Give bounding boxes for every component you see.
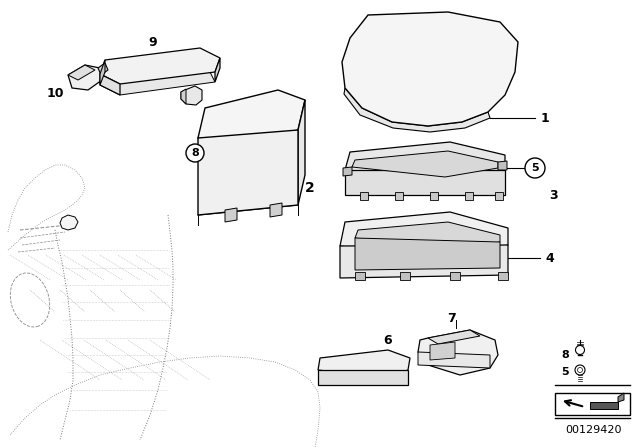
Polygon shape [498, 272, 508, 280]
Text: 8: 8 [191, 148, 199, 158]
Polygon shape [342, 12, 518, 126]
Text: 10: 10 [46, 86, 64, 99]
Circle shape [525, 158, 545, 178]
Polygon shape [340, 245, 508, 278]
Polygon shape [68, 65, 95, 80]
Circle shape [577, 367, 582, 372]
Polygon shape [450, 272, 460, 280]
Polygon shape [100, 48, 220, 84]
Polygon shape [340, 212, 508, 260]
Text: 9: 9 [148, 35, 157, 48]
Polygon shape [355, 238, 500, 270]
Text: 3: 3 [550, 189, 558, 202]
Text: 5: 5 [561, 367, 569, 377]
Polygon shape [100, 60, 105, 85]
Polygon shape [590, 402, 618, 409]
Polygon shape [352, 151, 498, 177]
Circle shape [575, 345, 584, 354]
Polygon shape [498, 161, 507, 170]
Polygon shape [355, 222, 500, 250]
Polygon shape [495, 192, 503, 200]
Polygon shape [181, 86, 202, 105]
Polygon shape [100, 72, 215, 95]
Polygon shape [270, 203, 282, 217]
Polygon shape [395, 192, 403, 200]
Polygon shape [618, 393, 624, 402]
Polygon shape [98, 63, 108, 75]
Polygon shape [60, 215, 78, 230]
Polygon shape [343, 167, 352, 176]
Polygon shape [345, 170, 505, 195]
Text: 8: 8 [561, 350, 569, 360]
Text: 2: 2 [305, 181, 315, 195]
Text: 4: 4 [546, 251, 554, 264]
Polygon shape [418, 330, 498, 375]
Polygon shape [318, 370, 408, 385]
Text: 00129420: 00129420 [564, 425, 621, 435]
Polygon shape [430, 192, 438, 200]
Polygon shape [318, 350, 410, 378]
Circle shape [186, 144, 204, 162]
Polygon shape [428, 330, 480, 344]
FancyBboxPatch shape [555, 393, 630, 415]
Polygon shape [181, 89, 186, 104]
Text: 6: 6 [384, 333, 392, 346]
Polygon shape [100, 74, 120, 95]
Circle shape [575, 365, 585, 375]
Text: 5: 5 [531, 163, 539, 173]
Polygon shape [198, 90, 305, 148]
Polygon shape [68, 65, 102, 90]
Polygon shape [430, 342, 455, 360]
Polygon shape [418, 352, 490, 368]
Polygon shape [345, 142, 505, 182]
Polygon shape [198, 130, 298, 215]
Polygon shape [355, 272, 365, 280]
Text: 1: 1 [541, 112, 549, 125]
Polygon shape [344, 88, 490, 132]
Polygon shape [225, 208, 237, 222]
Polygon shape [465, 192, 473, 200]
Text: 7: 7 [447, 311, 456, 324]
Polygon shape [215, 58, 220, 82]
Polygon shape [400, 272, 410, 280]
Polygon shape [360, 192, 368, 200]
Polygon shape [298, 100, 305, 205]
